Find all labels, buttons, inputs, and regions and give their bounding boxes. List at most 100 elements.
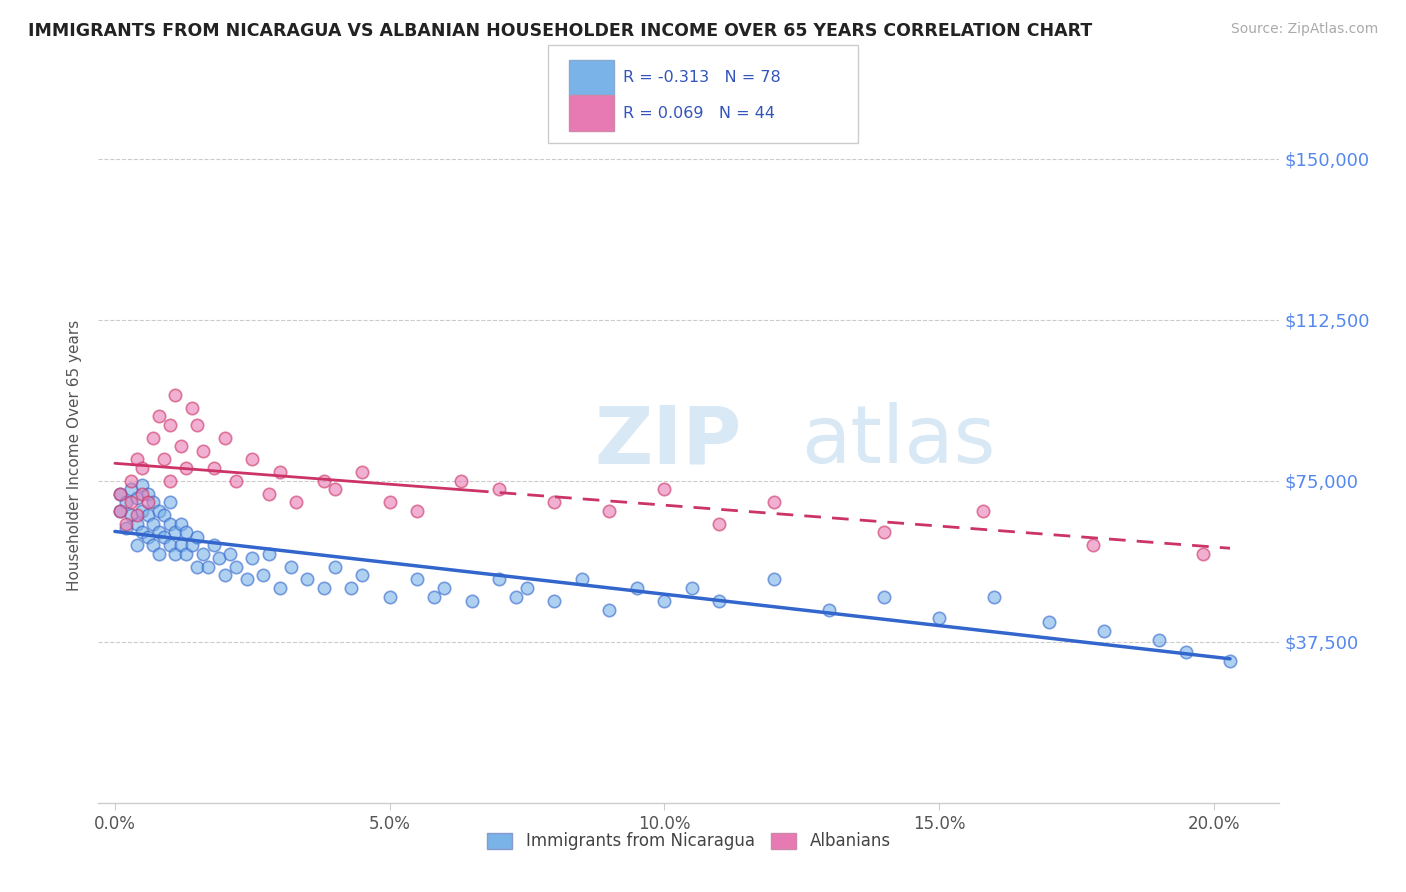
Point <box>131 478 153 492</box>
Point <box>225 474 247 488</box>
Point <box>131 504 153 518</box>
Point <box>125 491 148 505</box>
Point <box>197 559 219 574</box>
Point <box>323 483 346 497</box>
Text: atlas: atlas <box>801 402 995 480</box>
Text: R = 0.069   N = 44: R = 0.069 N = 44 <box>623 106 775 120</box>
Legend: Immigrants from Nicaragua, Albanians: Immigrants from Nicaragua, Albanians <box>481 826 897 857</box>
Point <box>125 516 148 531</box>
Point <box>125 508 148 522</box>
Point <box>1038 615 1060 630</box>
Point <box>488 483 510 497</box>
Point <box>170 538 193 552</box>
Point <box>202 460 225 475</box>
Point <box>598 504 620 518</box>
Text: IMMIGRANTS FROM NICARAGUA VS ALBANIAN HOUSEHOLDER INCOME OVER 65 YEARS CORRELATI: IMMIGRANTS FROM NICARAGUA VS ALBANIAN HO… <box>28 22 1092 40</box>
Point <box>136 508 159 522</box>
Point <box>148 547 170 561</box>
Point <box>159 538 181 552</box>
Point <box>928 611 950 625</box>
Point <box>873 590 896 604</box>
Point <box>125 538 148 552</box>
Point <box>110 486 132 500</box>
Point <box>219 547 242 561</box>
Point <box>763 495 786 509</box>
Point <box>378 495 401 509</box>
Point <box>352 568 374 582</box>
Point <box>252 568 274 582</box>
Y-axis label: Householder Income Over 65 years: Householder Income Over 65 years <box>67 319 83 591</box>
Point <box>707 516 730 531</box>
Point <box>312 474 335 488</box>
Point <box>148 409 170 424</box>
Text: ZIP: ZIP <box>595 402 742 480</box>
Point <box>1175 645 1198 659</box>
Point <box>1092 624 1115 638</box>
Point <box>461 594 484 608</box>
Point <box>208 551 231 566</box>
Point <box>125 452 148 467</box>
Point <box>191 547 214 561</box>
Point <box>159 516 181 531</box>
Point <box>159 495 181 509</box>
Point <box>153 452 176 467</box>
Point <box>983 590 1005 604</box>
Point <box>165 525 187 540</box>
Point <box>972 504 994 518</box>
Point <box>120 508 142 522</box>
Point <box>422 590 444 604</box>
Point <box>225 559 247 574</box>
Point <box>136 495 159 509</box>
Point <box>312 581 335 595</box>
Point <box>1081 538 1104 552</box>
Point <box>505 590 527 604</box>
Point <box>165 388 187 402</box>
Point <box>433 581 456 595</box>
Point <box>136 486 159 500</box>
Point <box>115 516 138 531</box>
Text: Source: ZipAtlas.com: Source: ZipAtlas.com <box>1230 22 1378 37</box>
Point <box>1191 547 1213 561</box>
Point <box>626 581 648 595</box>
Point <box>142 516 165 531</box>
Point <box>115 521 138 535</box>
Point <box>269 465 291 479</box>
Point <box>240 551 263 566</box>
Point <box>153 508 176 522</box>
Point <box>136 529 159 543</box>
Point <box>170 516 193 531</box>
Point <box>159 417 181 432</box>
Point <box>131 525 153 540</box>
Point <box>1219 654 1241 668</box>
Point <box>186 559 208 574</box>
Text: R = -0.313   N = 78: R = -0.313 N = 78 <box>623 70 780 85</box>
Point <box>148 504 170 518</box>
Point <box>186 529 208 543</box>
Point <box>191 443 214 458</box>
Point <box>763 573 786 587</box>
Point <box>323 559 346 574</box>
Point <box>170 439 193 453</box>
Point <box>488 573 510 587</box>
Point <box>285 495 308 509</box>
Point <box>142 538 165 552</box>
Point <box>1147 632 1170 647</box>
Point <box>818 602 841 616</box>
Point <box>110 504 132 518</box>
Point <box>450 474 472 488</box>
Point <box>295 573 318 587</box>
Point <box>159 474 181 488</box>
Point <box>257 486 280 500</box>
Point <box>142 495 165 509</box>
Point <box>652 483 675 497</box>
Point <box>120 474 142 488</box>
Point <box>115 495 138 509</box>
Point <box>214 431 236 445</box>
Point <box>142 431 165 445</box>
Point <box>110 486 132 500</box>
Point <box>165 547 187 561</box>
Point <box>598 602 620 616</box>
Point <box>214 568 236 582</box>
Point <box>120 495 142 509</box>
Point <box>378 590 401 604</box>
